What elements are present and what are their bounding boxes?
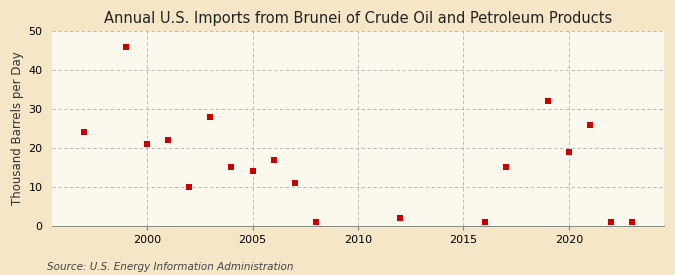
Point [163,138,173,142]
Point [121,45,132,49]
Point [310,219,321,224]
Point [205,115,216,119]
Text: Source: U.S. Energy Information Administration: Source: U.S. Energy Information Administ… [47,262,294,272]
Point [78,130,89,134]
Point [290,181,300,185]
Title: Annual U.S. Imports from Brunei of Crude Oil and Petroleum Products: Annual U.S. Imports from Brunei of Crude… [104,11,612,26]
Point [184,185,194,189]
Point [247,169,258,174]
Point [627,219,638,224]
Point [479,219,490,224]
Point [564,150,574,154]
Point [500,165,511,170]
Point [226,165,237,170]
Point [543,99,554,104]
Point [142,142,153,146]
Point [585,122,595,127]
Point [268,157,279,162]
Point [605,219,616,224]
Point [395,216,406,220]
Y-axis label: Thousand Barrels per Day: Thousand Barrels per Day [11,52,24,205]
